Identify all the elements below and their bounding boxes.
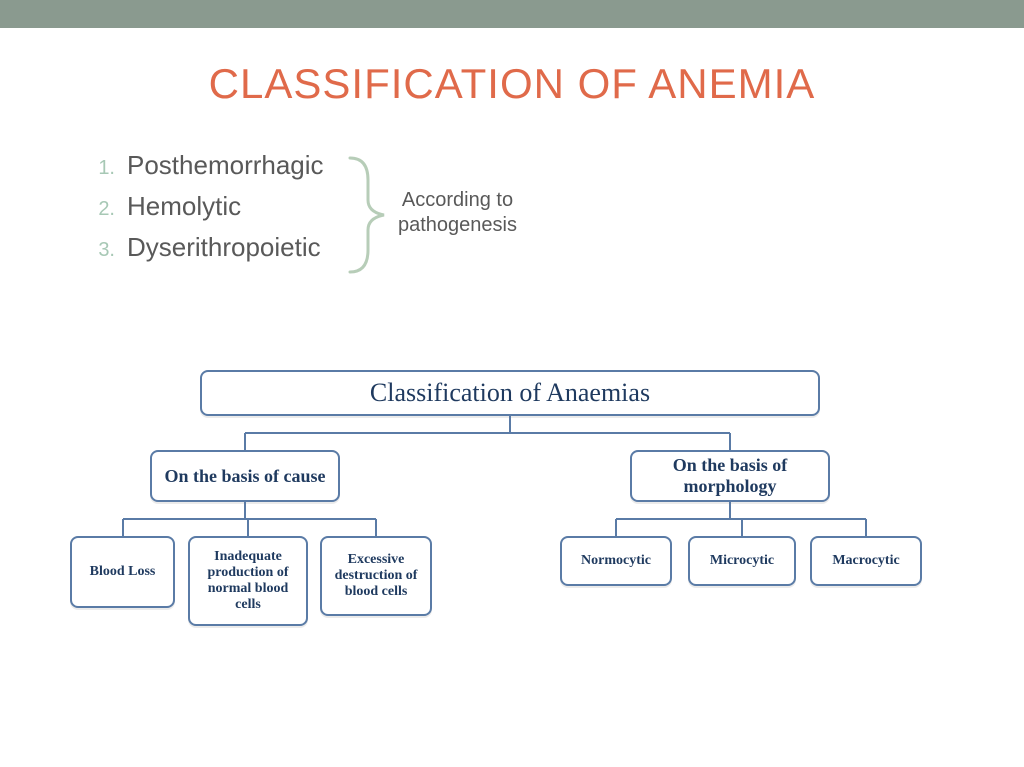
connector-line — [122, 519, 124, 536]
flowchart-node-cause: On the basis of cause — [150, 450, 340, 502]
flowchart-node-c2: Inadequate production of normal blood ce… — [188, 536, 308, 626]
connector-line — [247, 519, 249, 536]
list-text: Hemolytic — [127, 191, 241, 222]
list-item: 1. Posthemorrhagic — [85, 150, 585, 181]
connector-line — [245, 432, 730, 434]
flowchart-node-c1: Blood Loss — [70, 536, 175, 608]
list-number: 2. — [85, 198, 115, 221]
top-accent-bar — [0, 0, 1024, 28]
list-number: 3. — [85, 239, 115, 262]
connector-line — [865, 519, 867, 536]
page-title: CLASSIFICATION OF ANEMIA — [0, 60, 1024, 108]
flowchart-node-m1: Normocytic — [560, 536, 672, 586]
flowchart-node-root: Classification of Anaemias — [200, 370, 820, 416]
connector-line — [244, 433, 246, 450]
connector-line — [375, 519, 377, 536]
list-text: Dyserithropoietic — [127, 232, 321, 263]
flowchart-node-m3: Macrocytic — [810, 536, 922, 586]
bracket-label-line: pathogenesis — [398, 214, 517, 236]
flowchart-node-morph: On the basis of morphology — [630, 450, 830, 502]
list-text: Posthemorrhagic — [127, 150, 324, 181]
flowchart-node-m2: Microcytic — [688, 536, 796, 586]
bracket-label: According to pathogenesis — [398, 188, 517, 238]
connector-line — [123, 518, 377, 520]
flowchart-node-c3: Excessive destruction of blood cells — [320, 536, 432, 616]
connector-line — [509, 416, 511, 433]
connector-line — [244, 502, 246, 519]
connector-line — [615, 519, 617, 536]
connector-line — [741, 519, 743, 536]
bracket-label-line: According to — [402, 189, 513, 211]
connector-line — [729, 502, 731, 519]
curly-bracket-icon — [340, 150, 400, 280]
list-number: 1. — [85, 157, 115, 180]
connector-line — [729, 433, 731, 450]
